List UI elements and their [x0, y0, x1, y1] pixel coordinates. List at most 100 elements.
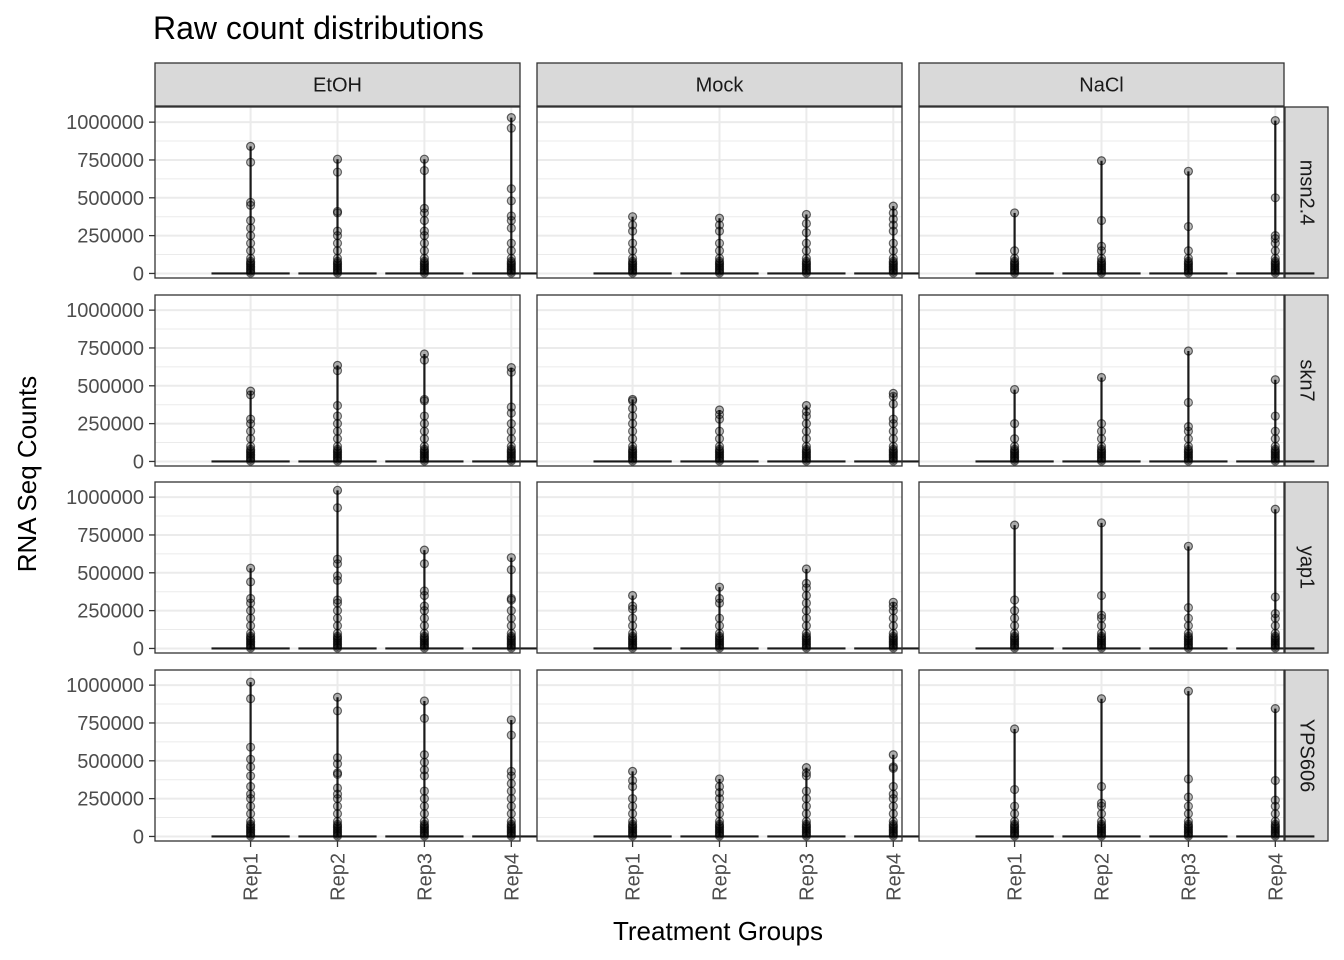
- outlier-point: [1096, 434, 1107, 444]
- outlier-point: [1183, 441, 1194, 451]
- outlier-point: [714, 246, 725, 256]
- panel-skn7-etoh: [154, 294, 551, 467]
- outlier-point: [245, 441, 256, 451]
- outlier-point: [627, 444, 638, 454]
- outlier-point: [1270, 256, 1280, 266]
- outlier-point: [245, 801, 256, 811]
- outlier-point: [1009, 595, 1020, 605]
- outlier-point: [506, 565, 516, 575]
- outlier-point: [1096, 610, 1107, 620]
- max-outlier-point: [888, 388, 898, 398]
- strip-label-msn2-4: msn2.4: [1296, 160, 1318, 226]
- outlier-point: [332, 444, 343, 454]
- outlier-point: [1009, 434, 1020, 444]
- outlier-point: [245, 628, 256, 638]
- outlier-point: [245, 197, 256, 207]
- outlier-point: [627, 426, 638, 436]
- outlier-point: [245, 577, 256, 587]
- outlier-point: [419, 771, 430, 781]
- outlier-point: [801, 631, 812, 641]
- outlier-point: [627, 613, 638, 623]
- x-tick-label: Rep2: [710, 853, 732, 901]
- outlier-point: [506, 595, 516, 605]
- max-outlier-point: [332, 360, 343, 370]
- outlier-point: [1009, 606, 1020, 616]
- outlier-point: [1009, 613, 1020, 623]
- outlier-point: [1183, 816, 1194, 826]
- max-outlier-point: [714, 405, 725, 415]
- outlier-point: [245, 434, 256, 444]
- outlier-point: [1270, 193, 1280, 203]
- outlier-point: [419, 231, 430, 241]
- outlier-point: [332, 256, 343, 266]
- y-tick-label: 1000000: [66, 300, 144, 322]
- strip-yps606: [1284, 669, 1329, 842]
- outlier-point: [1009, 631, 1020, 641]
- max-outlier-point: [1096, 518, 1107, 528]
- outlier-point: [506, 778, 516, 789]
- max-outlier-point: [801, 400, 812, 411]
- outlier-point: [1009, 444, 1020, 454]
- outlier-point: [245, 621, 256, 631]
- outlier-point: [714, 816, 725, 826]
- outlier-point: [801, 816, 812, 826]
- outlier-point: [419, 208, 430, 218]
- outlier-point: [506, 816, 516, 826]
- panel-skn7-mock: [536, 294, 933, 467]
- outlier-point: [419, 253, 430, 263]
- outlier-point: [627, 411, 638, 421]
- outlier-point: [627, 631, 638, 641]
- max-outlier-point: [1183, 541, 1194, 551]
- max-outlier-point: [627, 766, 638, 776]
- outlier-point: [801, 253, 812, 263]
- max-outlier-point: [245, 563, 256, 573]
- max-outlier-point: [245, 386, 256, 396]
- outlier-point: [1183, 792, 1194, 802]
- x-axis-title: Treatment Groups: [613, 916, 823, 946]
- outlier-point: [1096, 801, 1107, 811]
- max-outlier-point: [627, 212, 638, 222]
- outlier-point: [1009, 246, 1020, 256]
- y-tick-label: 500000: [77, 563, 144, 585]
- panel-yps606-etoh: [154, 669, 551, 842]
- outlier-point: [1009, 419, 1020, 429]
- outlier-point: [888, 238, 898, 248]
- outlier-point: [1270, 775, 1280, 786]
- outlier-point: [1009, 809, 1020, 819]
- outlier-point: [1096, 590, 1107, 601]
- outlier-point: [627, 628, 638, 638]
- outlier-point: [1183, 819, 1194, 829]
- outlier-point: [1096, 621, 1107, 631]
- max-outlier-point: [1270, 116, 1280, 126]
- outlier-point: [506, 253, 516, 263]
- max-outlier-point: [506, 553, 516, 563]
- outlier-point: [245, 253, 256, 263]
- outlier-point: [245, 200, 256, 210]
- max-outlier-point: [332, 485, 343, 495]
- max-outlier-point: [1096, 372, 1107, 383]
- max-outlier-point: [419, 545, 430, 555]
- outlier-point: [506, 613, 516, 623]
- outlier-point: [419, 819, 430, 829]
- max-outlier-point: [1009, 724, 1020, 734]
- outlier-point: [245, 598, 256, 608]
- panel-yps606-nacl: [918, 669, 1315, 842]
- y-tick-label: 500000: [77, 751, 144, 773]
- outlier-point: [332, 816, 343, 826]
- outlier-point: [714, 628, 725, 638]
- panel-border: [536, 294, 903, 467]
- outlier-point: [888, 399, 898, 409]
- outlier-point: [1183, 774, 1194, 784]
- max-outlier-point: [1183, 346, 1194, 356]
- outlier-point: [714, 598, 725, 608]
- max-outlier-point: [1270, 703, 1280, 714]
- outlier-point: [506, 256, 516, 266]
- outlier-point: [801, 441, 812, 451]
- max-outlier-point: [801, 209, 812, 220]
- outlier-point: [245, 444, 256, 454]
- outlier-point: [627, 604, 638, 614]
- outlier-point: [1096, 444, 1107, 454]
- max-outlier-point: [332, 692, 343, 702]
- outlier-point: [888, 763, 898, 773]
- outlier-point: [1009, 816, 1020, 826]
